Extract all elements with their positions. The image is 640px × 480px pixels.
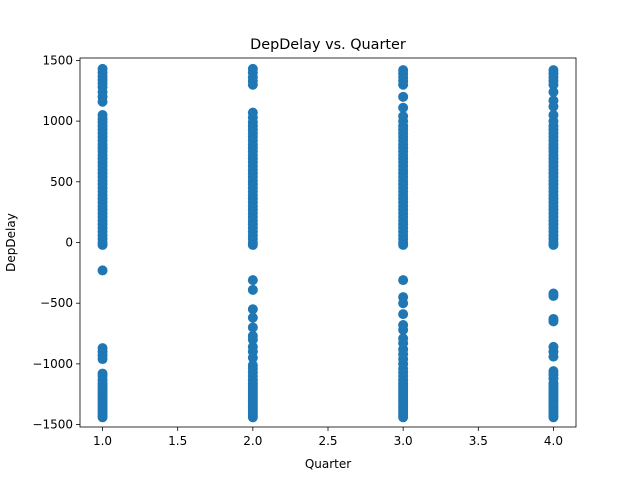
data-point (247, 330, 258, 341)
data-point (247, 304, 258, 315)
data-point (548, 95, 559, 106)
data-point (398, 333, 409, 344)
data-point (398, 320, 409, 331)
data-point (97, 368, 108, 379)
y-axis-title: DepDelay (4, 213, 18, 272)
y-tick-label: −500 (40, 296, 73, 310)
data-point (97, 63, 108, 74)
data-point (247, 360, 258, 371)
y-tick-label: 0 (65, 236, 73, 250)
data-point (548, 86, 559, 97)
x-tick-label: 2.0 (243, 434, 262, 448)
x-axis: 1.0 1.5 2.0 2.5 3.0 3.5 4.0 (93, 427, 563, 448)
data-point (247, 341, 258, 352)
x-tick-label: 3.0 (394, 434, 413, 448)
data-point (247, 107, 258, 118)
y-tick-label: 500 (50, 175, 73, 189)
data-point (97, 343, 108, 354)
data-point (398, 91, 409, 102)
data-point (548, 65, 559, 76)
y-axis: −1500 −1000 −500 0 500 1000 1500 (32, 53, 80, 432)
data-point (398, 111, 409, 122)
data-point (548, 110, 559, 121)
data-point (247, 63, 258, 74)
y-tick-label: −1500 (32, 418, 73, 432)
y-tick-label: 1000 (42, 114, 73, 128)
x-tick-label: 1.0 (93, 434, 112, 448)
chart-title: DepDelay vs. Quarter (250, 37, 406, 53)
data-point (97, 265, 108, 276)
x-axis-title: Quarter (305, 457, 351, 471)
y-tick-label: −1000 (32, 357, 73, 371)
x-tick-label: 2.5 (318, 434, 337, 448)
data-point (97, 110, 108, 121)
data-point (398, 309, 409, 320)
data-point (247, 284, 258, 295)
data-point (247, 275, 258, 286)
x-tick-label: 1.5 (168, 434, 187, 448)
data-points (97, 63, 559, 423)
data-point (398, 65, 409, 76)
data-point (398, 275, 409, 286)
data-point (548, 341, 559, 352)
data-point (398, 292, 409, 303)
x-tick-label: 3.5 (469, 434, 488, 448)
data-point (398, 102, 409, 113)
data-point (548, 366, 559, 377)
data-point (247, 322, 258, 333)
data-point (548, 288, 559, 299)
y-tick-label: 1500 (42, 53, 73, 67)
x-tick-label: 4.0 (544, 434, 563, 448)
data-point (247, 312, 258, 323)
data-point (548, 313, 559, 324)
